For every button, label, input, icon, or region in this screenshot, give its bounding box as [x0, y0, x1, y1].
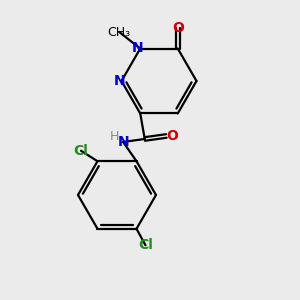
Text: O: O: [172, 20, 184, 34]
Text: Cl: Cl: [74, 144, 88, 158]
Text: CH₃: CH₃: [108, 26, 131, 38]
Text: H: H: [110, 130, 119, 143]
Text: N: N: [113, 74, 125, 88]
Text: N: N: [132, 41, 144, 55]
Text: N: N: [117, 135, 129, 149]
Text: O: O: [166, 129, 178, 143]
Text: Cl: Cl: [138, 238, 153, 252]
